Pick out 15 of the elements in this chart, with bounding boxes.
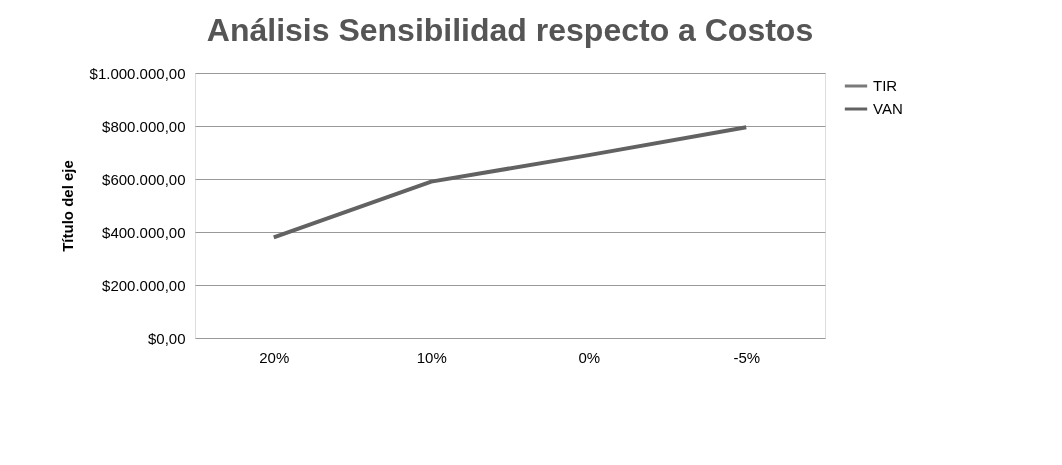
legend-label: VAN (873, 100, 903, 117)
x-tick-label: 0% (578, 348, 601, 366)
legend-label: TIR (873, 77, 898, 94)
x-tick-label: 20% (259, 348, 290, 366)
y-tick-label: $600.000,00 (102, 170, 186, 188)
y-tick-label: $0,00 (147, 329, 186, 347)
y-tick-label: $800.000,00 (102, 117, 186, 135)
line-series (271, 125, 749, 240)
x-tick-label: -5% (733, 348, 761, 366)
y-tick-label: $400.000,00 (102, 223, 186, 241)
y-axis-title: Título del eje (58, 160, 76, 252)
x-tick-label: 10% (416, 348, 447, 366)
y-tick-label: $1.000.000,00 (89, 64, 186, 82)
chart-title: Análisis Sensibilidad respecto a Costos (206, 12, 814, 48)
y-tick-label: $200.000,00 (102, 276, 186, 294)
